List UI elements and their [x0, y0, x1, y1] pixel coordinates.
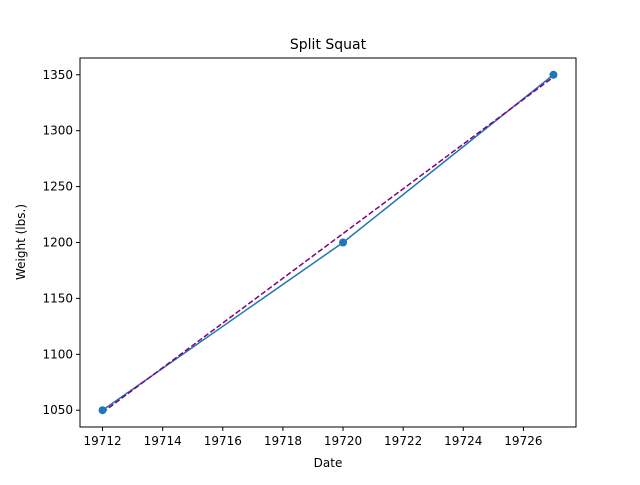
- series-line: [102, 74, 554, 411]
- x-axis-label: Date: [314, 456, 343, 470]
- x-tick-label: 19718: [264, 434, 302, 448]
- x-tick-label: 19716: [204, 434, 242, 448]
- y-tick-label: 1200: [42, 236, 73, 250]
- axes-frame: [79, 57, 577, 428]
- y-axis-label: Weight (lbs.): [14, 204, 28, 280]
- x-tick-label: 19714: [144, 434, 182, 448]
- x-tick-label: 19726: [504, 434, 542, 448]
- y-tick-label: 1100: [42, 347, 73, 361]
- x-tick-label: 19712: [83, 434, 121, 448]
- data-point: [98, 406, 107, 415]
- x-tick-label: 19724: [444, 434, 482, 448]
- plot-area: [98, 70, 558, 415]
- y-tick-label: 1300: [42, 124, 73, 138]
- y-tick-label: 1350: [42, 68, 73, 82]
- y-axis-ticks: 1050 1100 1150 1200 1250 1300 1350: [42, 68, 80, 417]
- y-tick-label: 1150: [42, 291, 73, 305]
- y-tick-label: 1250: [42, 180, 73, 194]
- y-tick-label: 1050: [42, 403, 73, 417]
- x-tick-label: 19720: [324, 434, 362, 448]
- data-point: [339, 238, 348, 247]
- data-point: [549, 70, 558, 79]
- x-axis-ticks: 19712 19714 19716 19718 19720 19722 19724 19726: [83, 427, 542, 448]
- chart-title: Split Squat: [290, 37, 367, 53]
- trend-line: [102, 76, 554, 414]
- x-tick-label: 19722: [384, 434, 422, 448]
